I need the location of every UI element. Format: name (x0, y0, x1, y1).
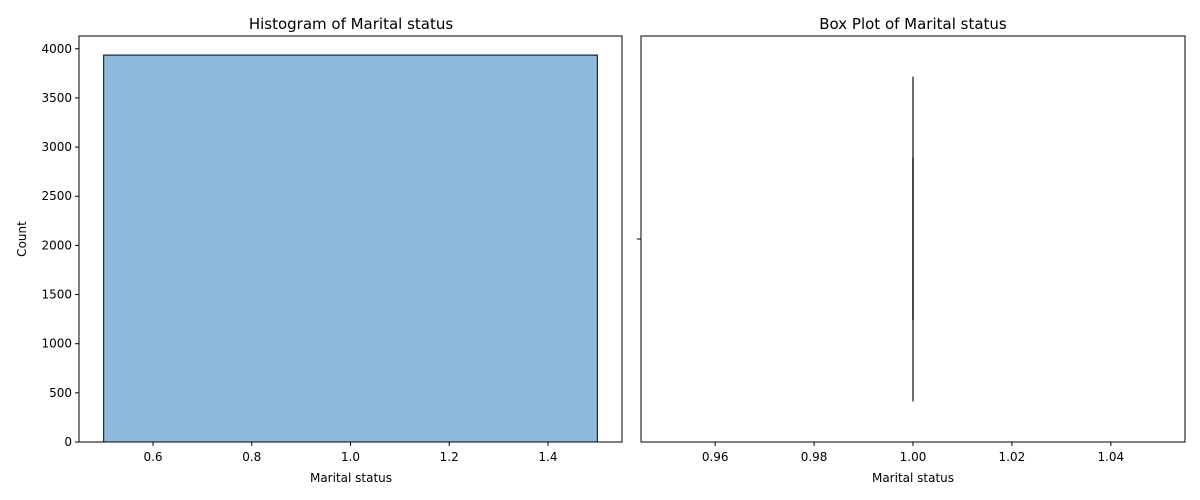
boxplot-x-tick-label: 1.02 (999, 450, 1026, 464)
histogram-x-ticks: 0.6 0.8 1.0 1.2 1.4 (143, 442, 558, 464)
histogram-y-tick-label: 2000 (41, 238, 72, 252)
boxplot-x-ticks: 0.96 0.98 1.00 1.02 1.04 (702, 442, 1124, 464)
histogram-y-tick-label: 1000 (41, 337, 72, 351)
boxplot-panel: Box Plot of Marital status 0.96 0.98 1.00 1… (637, 15, 1186, 485)
histogram-y-tick-label: 500 (49, 386, 72, 400)
histogram-bars (103, 54, 598, 443)
histogram-x-tick-label: 1.2 (440, 450, 459, 464)
histogram-y-tick-label: 3000 (41, 140, 72, 154)
boxplot-x-axis-label: Marital status (872, 471, 954, 485)
histogram-y-tick-label: 2500 (41, 189, 72, 203)
histogram-y-tick-label: 3500 (41, 91, 72, 105)
histogram-title: Histogram of Marital status (249, 15, 454, 33)
histogram-y-axis-label: Count (15, 221, 29, 257)
histogram-x-axis-label: Marital status (310, 471, 392, 485)
boxplot-x-tick-label: 0.98 (801, 450, 828, 464)
histogram-x-tick-label: 1.0 (341, 450, 360, 464)
boxplot-x-tick-label: 0.96 (702, 450, 729, 464)
histogram-y-ticks: 0 500 1000 1500 2000 2500 3000 3500 4000 (41, 42, 79, 449)
histogram-x-tick-label: 1.4 (538, 450, 557, 464)
boxplot-x-tick-label: 1.04 (1097, 450, 1124, 464)
boxplot-x-tick-label: 1.00 (900, 450, 927, 464)
histogram-y-tick-label: 4000 (41, 42, 72, 56)
histogram-bar (103, 54, 598, 443)
histogram-y-tick-label: 0 (64, 435, 72, 449)
histogram-x-tick-label: 0.8 (242, 450, 261, 464)
boxplot-title: Box Plot of Marital status (819, 15, 1007, 33)
histogram-x-tick-label: 0.6 (143, 450, 162, 464)
histogram-y-tick-label: 1500 (41, 288, 72, 302)
histogram-panel: Histogram of Marital status 0.6 0.8 1.0 1.2… (15, 15, 623, 485)
